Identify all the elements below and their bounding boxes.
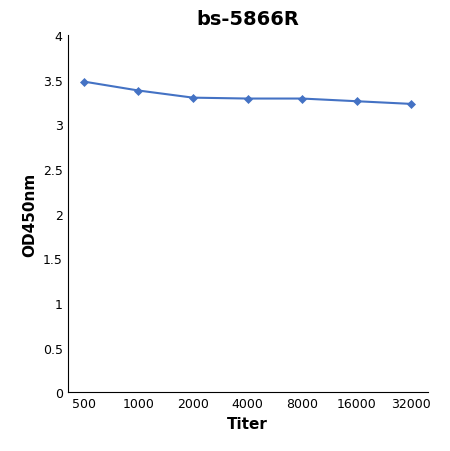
Title: bs-5866R: bs-5866R (196, 10, 299, 29)
Y-axis label: OD450nm: OD450nm (22, 172, 37, 256)
X-axis label: Titer: Titer (227, 416, 268, 431)
